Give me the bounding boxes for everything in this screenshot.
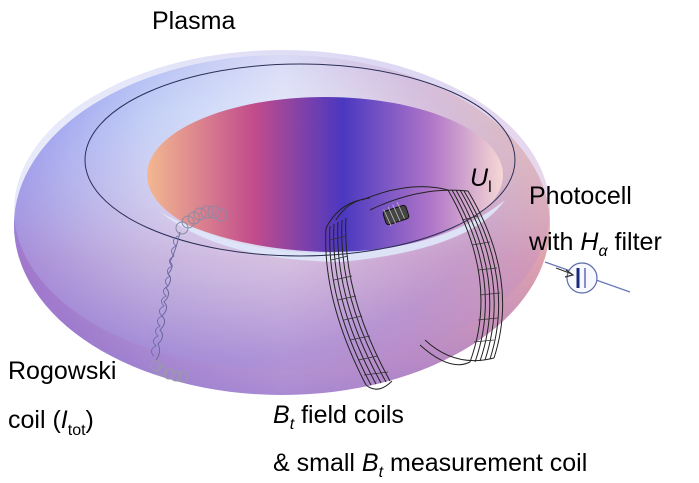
photocell-label-line1: Photocell xyxy=(529,184,632,209)
rogowski-line2-suffix: ) xyxy=(85,406,94,434)
field-coils-text: field coils xyxy=(294,401,404,429)
field-coils-label-line1: Bt field coils xyxy=(273,403,404,433)
h-alpha-symbol: H xyxy=(580,228,599,256)
rogowski-label-text: Rogowski xyxy=(8,357,117,385)
plasma-label: Plasma xyxy=(152,9,235,34)
field-coils xyxy=(325,186,504,390)
loop-voltage-subscript: l xyxy=(488,179,492,196)
measurement-coil-text: measurement coil xyxy=(383,449,588,477)
i-tot-subscript: tot xyxy=(67,422,86,439)
rogowski-bottom-loops xyxy=(150,360,189,383)
photocell-label-line2: with Hα filter xyxy=(529,230,662,260)
field-coils-label-line2: & small Bt measurement coil xyxy=(273,451,587,481)
bt-symbol: B xyxy=(273,401,290,429)
loop-voltage-label: Ul xyxy=(470,166,492,196)
i-tot-symbol: I xyxy=(60,406,68,434)
loop-voltage-symbol: U xyxy=(470,164,489,192)
bt-subscript: t xyxy=(289,416,295,433)
rogowski-top-loops xyxy=(175,205,228,235)
bt-symbol-2: B xyxy=(361,449,379,477)
rogowski-label-line1: Rogowski xyxy=(8,359,116,384)
rogowski-line2-prefix: coil ( xyxy=(8,406,61,434)
h-alpha-subscript: α xyxy=(598,243,608,260)
rogowski-label-line2: coil (Itot) xyxy=(8,408,94,439)
photocell-label-text: Photocell xyxy=(529,182,632,210)
plasma-label-text: Plasma xyxy=(152,7,236,35)
photocell-line2-suffix: filter xyxy=(607,228,662,256)
rogowski-coil xyxy=(150,205,228,383)
bt-subscript-2: t xyxy=(378,464,384,481)
plasma-torus xyxy=(14,50,550,395)
photocell-line2-prefix: with xyxy=(529,228,581,256)
photocell xyxy=(544,261,631,294)
measurement-coil xyxy=(382,201,410,227)
measurement-prefix: & small xyxy=(273,449,362,477)
